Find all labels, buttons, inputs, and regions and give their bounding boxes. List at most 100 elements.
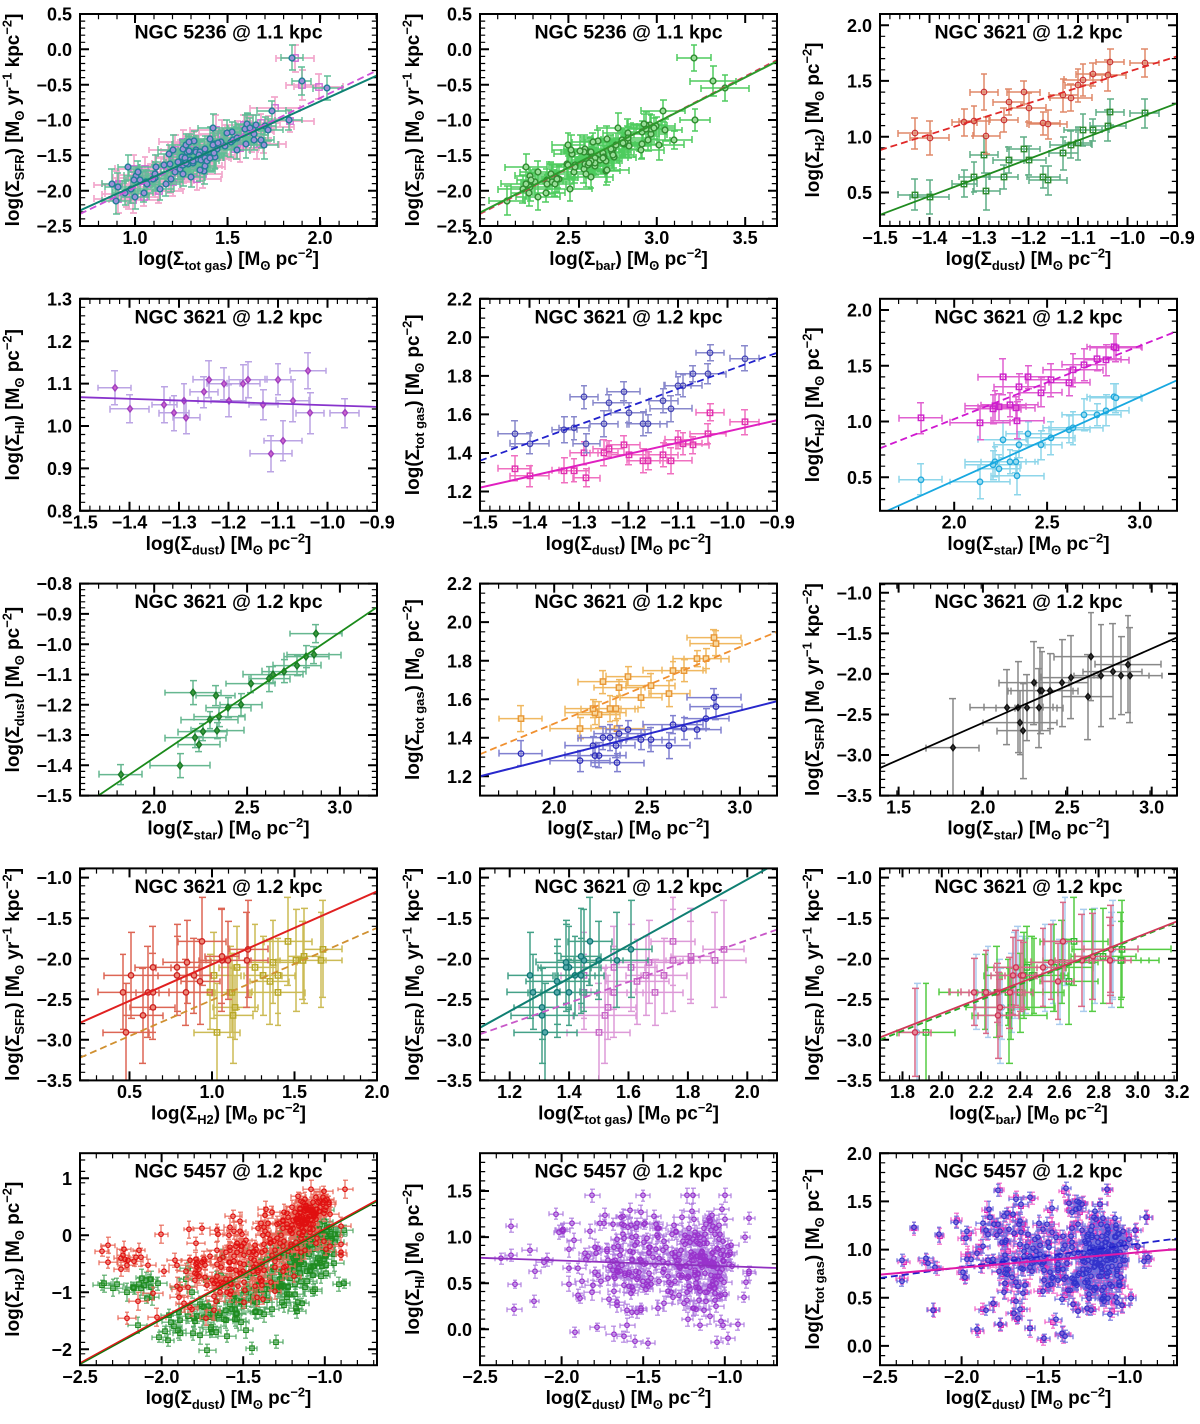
svg-text:3.0: 3.0 [1125,1082,1150,1102]
svg-text:log(ΣSFR) [Mʘ yr−1 kpc−2]: log(ΣSFR) [Mʘ yr−1 kpc−2] [800,868,827,1081]
svg-text:1.4: 1.4 [447,444,472,464]
svg-text:2.0: 2.0 [970,797,995,817]
svg-text:−1.0: −1.0 [436,868,472,888]
svg-text:−1.4: −1.4 [912,228,948,248]
svg-text:−1.5: −1.5 [436,146,472,166]
svg-text:−1.5: −1.5 [862,228,898,248]
svg-text:log(Σdust) [Mʘ pc−2]: log(Σdust) [Mʘ pc−2] [546,530,712,557]
svg-text:0.8: 0.8 [47,501,72,521]
svg-text:log(Σdust) [Mʘ pc−2]: log(Σdust) [Mʘ pc−2] [546,1385,712,1412]
svg-text:−1.2: −1.2 [211,513,247,533]
svg-text:0.5: 0.5 [447,5,472,25]
svg-text:1.6: 1.6 [447,405,472,425]
svg-text:−1.2: −1.2 [1011,228,1047,248]
svg-text:−2.0: −2.0 [144,1367,180,1387]
svg-text:0.5: 0.5 [847,183,872,203]
svg-text:−1.1: −1.1 [660,513,696,533]
svg-text:3.2: 3.2 [1164,1082,1189,1102]
svg-text:−1.2: −1.2 [611,513,647,533]
svg-text:−1.5: −1.5 [225,1367,261,1387]
svg-text:−3.0: −3.0 [436,1030,472,1050]
svg-text:−1.5: −1.5 [836,909,872,929]
svg-text:−1.5: −1.5 [1025,1367,1061,1387]
svg-text:−1.0: −1.0 [1107,1367,1143,1387]
svg-text:1.3: 1.3 [47,289,72,309]
svg-text:2.0: 2.0 [142,797,167,817]
svg-text:−1.0: −1.0 [836,583,872,603]
svg-text:1.0: 1.0 [199,1082,224,1102]
svg-text:−3.5: −3.5 [436,1071,472,1091]
svg-text:−2.0: −2.0 [36,181,72,201]
svg-text:−2.5: −2.5 [862,1367,898,1387]
svg-text:−1.0: −1.0 [36,635,72,655]
svg-text:NGC 3621 @ 1.2 kpc: NGC 3621 @ 1.2 kpc [934,876,1122,898]
svg-text:−1.0: −1.0 [836,868,872,888]
svg-text:1.2: 1.2 [447,767,472,787]
svg-text:1.5: 1.5 [282,1082,307,1102]
svg-text:2.5: 2.5 [1035,513,1060,533]
svg-text:1.8: 1.8 [890,1082,915,1102]
svg-text:−1.0: −1.0 [1110,228,1146,248]
svg-text:−3.5: −3.5 [836,786,872,806]
svg-text:0.5: 0.5 [847,1288,872,1308]
svg-text:1.4: 1.4 [557,1082,582,1102]
svg-text:−1.3: −1.3 [36,726,72,746]
svg-text:−0.8: −0.8 [36,574,72,594]
svg-text:NGC 5457 @ 1.2 kpc: NGC 5457 @ 1.2 kpc [134,1161,322,1183]
svg-text:log(ΣHI) [Mʘ pc−2]: log(ΣHI) [Mʘ pc−2] [400,1183,427,1334]
svg-text:0.5: 0.5 [47,5,72,25]
svg-text:−2.0: −2.0 [836,665,872,685]
svg-text:−2.0: −2.0 [944,1367,980,1387]
svg-text:−1.1: −1.1 [260,513,296,533]
svg-text:2.6: 2.6 [1047,1082,1072,1102]
svg-text:1.0: 1.0 [447,1228,472,1248]
svg-text:3.0: 3.0 [1139,797,1164,817]
svg-text:log(ΣSFR) [Mʘ yr−1 kpc−2]: log(ΣSFR) [Mʘ yr−1 kpc−2] [0,868,27,1081]
svg-text:−3.0: −3.0 [836,1030,872,1050]
svg-text:log(ΣSFR) [Mʘ yr−1 kpc−2]: log(ΣSFR) [Mʘ yr−1 kpc−2] [0,14,27,227]
svg-text:0.0: 0.0 [47,40,72,60]
svg-text:NGC 3621 @ 1.2 kpc: NGC 3621 @ 1.2 kpc [534,591,722,613]
svg-text:−0.9: −0.9 [759,513,795,533]
svg-text:−0.5: −0.5 [36,75,72,95]
svg-text:−1.5: −1.5 [436,909,472,929]
svg-text:log(Σdust) [Mʘ pc−2]: log(Σdust) [Mʘ pc−2] [146,1385,312,1412]
svg-text:−1.5: −1.5 [462,513,498,533]
svg-text:1.1: 1.1 [47,374,72,394]
svg-text:2.8: 2.8 [1086,1082,1111,1102]
svg-text:1.6: 1.6 [447,690,472,710]
svg-text:−1.0: −1.0 [36,868,72,888]
svg-text:NGC 5457 @ 1.2 kpc: NGC 5457 @ 1.2 kpc [934,1161,1122,1183]
svg-text:−2.5: −2.5 [836,990,872,1010]
svg-text:−0.5: −0.5 [436,75,472,95]
svg-text:−1.1: −1.1 [1060,228,1096,248]
svg-text:log(Σdust) [Mʘ pc−2]: log(Σdust) [Mʘ pc−2] [0,607,27,773]
svg-text:log(Σtot gas) [Mʘ pc−2]: log(Σtot gas) [Mʘ pc−2] [400,599,427,780]
svg-text:NGC 5457 @ 1.2 kpc: NGC 5457 @ 1.2 kpc [534,1161,722,1183]
svg-text:2.5: 2.5 [1055,797,1080,817]
svg-text:−1.0: −1.0 [710,513,746,533]
svg-text:log(Σbar) [Mʘ pc−2]: log(Σbar) [Mʘ pc−2] [549,246,708,273]
svg-text:0: 0 [62,1226,72,1246]
svg-text:−2.5: −2.5 [436,217,472,237]
svg-text:2.0: 2.0 [847,16,872,36]
svg-text:−2.5: −2.5 [436,990,472,1010]
svg-text:−3.5: −3.5 [36,1071,72,1091]
svg-text:0.0: 0.0 [447,40,472,60]
svg-text:2.0: 2.0 [735,1082,760,1102]
svg-text:NGC 3621 @ 1.2 kpc: NGC 3621 @ 1.2 kpc [134,306,322,328]
svg-text:1.2: 1.2 [47,332,72,352]
svg-text:−2.0: −2.0 [436,949,472,969]
svg-text:log(ΣH2) [Mʘ pc−2]: log(ΣH2) [Mʘ pc−2] [800,43,827,198]
svg-text:NGC 3621 @ 1.2 kpc: NGC 3621 @ 1.2 kpc [534,306,722,328]
svg-text:−0.9: −0.9 [1159,228,1195,248]
svg-text:3.0: 3.0 [1127,513,1152,533]
svg-text:1.2: 1.2 [497,1082,522,1102]
svg-text:−2.5: −2.5 [36,990,72,1010]
svg-text:1.0: 1.0 [847,412,872,432]
svg-text:−1.4: −1.4 [512,513,548,533]
svg-text:2.0: 2.0 [307,228,332,248]
svg-text:−1.0: −1.0 [436,111,472,131]
svg-text:−1.0: −1.0 [310,513,346,533]
svg-text:log(Σstar) [Mʘ pc−2]: log(Σstar) [Mʘ pc−2] [947,815,1109,842]
